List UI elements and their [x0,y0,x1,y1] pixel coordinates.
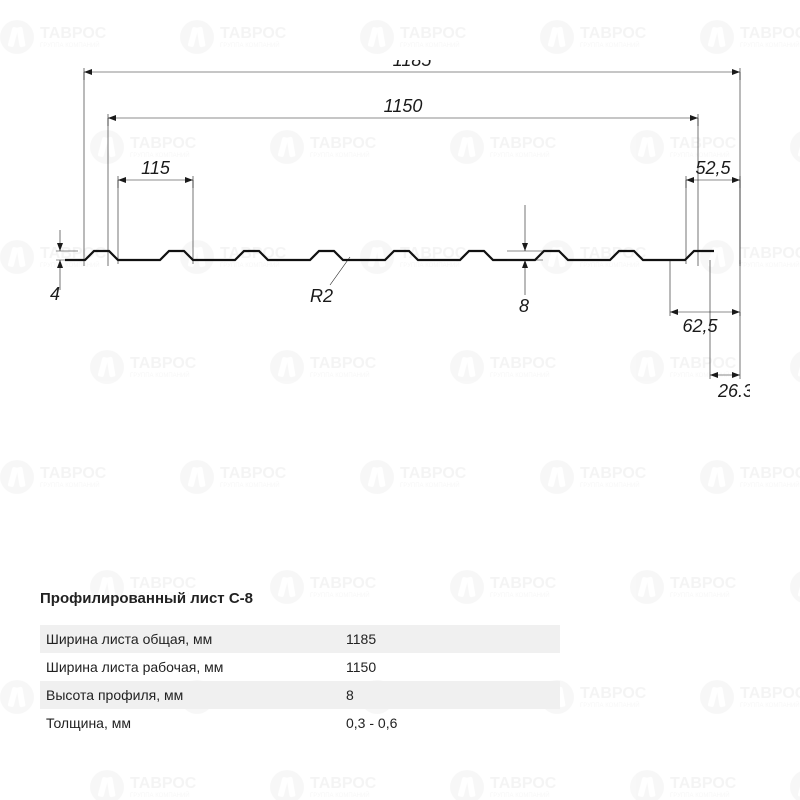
svg-text:1185: 1185 [393,60,433,70]
watermark: ТАВРОСГРУППА КОМПАНИЙ [790,570,800,604]
watermark: ТАВРОСГРУППА КОМПАНИЙ [180,460,286,494]
spec-title: Профилированный лист С-8 [40,590,560,607]
spec-label: Высота профиля, мм [46,687,346,703]
watermark: ТАВРОСГРУППА КОМПАНИЙ [540,460,646,494]
svg-text:62,5: 62,5 [682,316,718,336]
spec-row: Ширина листа общая, мм1185 [40,625,560,653]
watermark: ТАВРОСГРУППА КОМПАНИЙ [790,130,800,164]
watermark: ТАВРОСГРУППА КОМПАНИЙ [180,20,286,54]
watermark: ТАВРОСГРУППА КОМПАНИЙ [360,20,466,54]
svg-text:1150: 1150 [384,96,423,116]
watermark: ТАВРОСГРУППА КОМПАНИЙ [0,20,106,54]
watermark: ТАВРОСГРУППА КОМПАНИЙ [700,680,800,714]
spec-value: 1150 [346,659,554,675]
watermark: ТАВРОСГРУППА КОМПАНИЙ [630,770,736,800]
spec-value: 1185 [346,631,554,647]
watermark: ТАВРОСГРУППА КОМПАНИЙ [700,460,800,494]
watermark: ТАВРОСГРУППА КОМПАНИЙ [700,20,800,54]
svg-text:115: 115 [141,158,171,178]
watermark: ТАВРОСГРУППА КОМПАНИЙ [90,770,196,800]
svg-text:52,5: 52,5 [695,158,731,178]
spec-row: Толщина, мм0,3 - 0,6 [40,709,560,737]
watermark: ТАВРОСГРУППА КОМПАНИЙ [0,460,106,494]
spec-table: Профилированный лист С-8 Ширина листа об… [40,590,560,737]
spec-value: 8 [346,687,554,703]
spec-row: Высота профиля, мм8 [40,681,560,709]
spec-label: Ширина листа рабочая, мм [46,659,346,675]
svg-text:R2: R2 [310,286,333,306]
spec-row: Ширина листа рабочая, мм1150 [40,653,560,681]
watermark: ТАВРОСГРУППА КОМПАНИЙ [790,350,800,384]
svg-text:8: 8 [519,296,529,316]
watermark: ТАВРОСГРУППА КОМПАНИЙ [790,770,800,800]
watermark: ТАВРОСГРУППА КОМПАНИЙ [450,770,556,800]
spec-value: 0,3 - 0,6 [346,715,554,731]
svg-text:4: 4 [50,284,60,304]
watermark: ТАВРОСГРУППА КОМПАНИЙ [270,770,376,800]
spec-label: Толщина, мм [46,715,346,731]
watermark: ТАВРОСГРУППА КОМПАНИЙ [540,20,646,54]
svg-text:26.3: 26.3 [717,381,750,401]
watermark: ТАВРОСГРУППА КОМПАНИЙ [630,570,736,604]
watermark: ТАВРОСГРУППА КОМПАНИЙ [360,460,466,494]
profile-diagram: 1185 1150 115 52,5 4 R2 8 62,5 26.3 [50,60,750,440]
spec-label: Ширина листа общая, мм [46,631,346,647]
